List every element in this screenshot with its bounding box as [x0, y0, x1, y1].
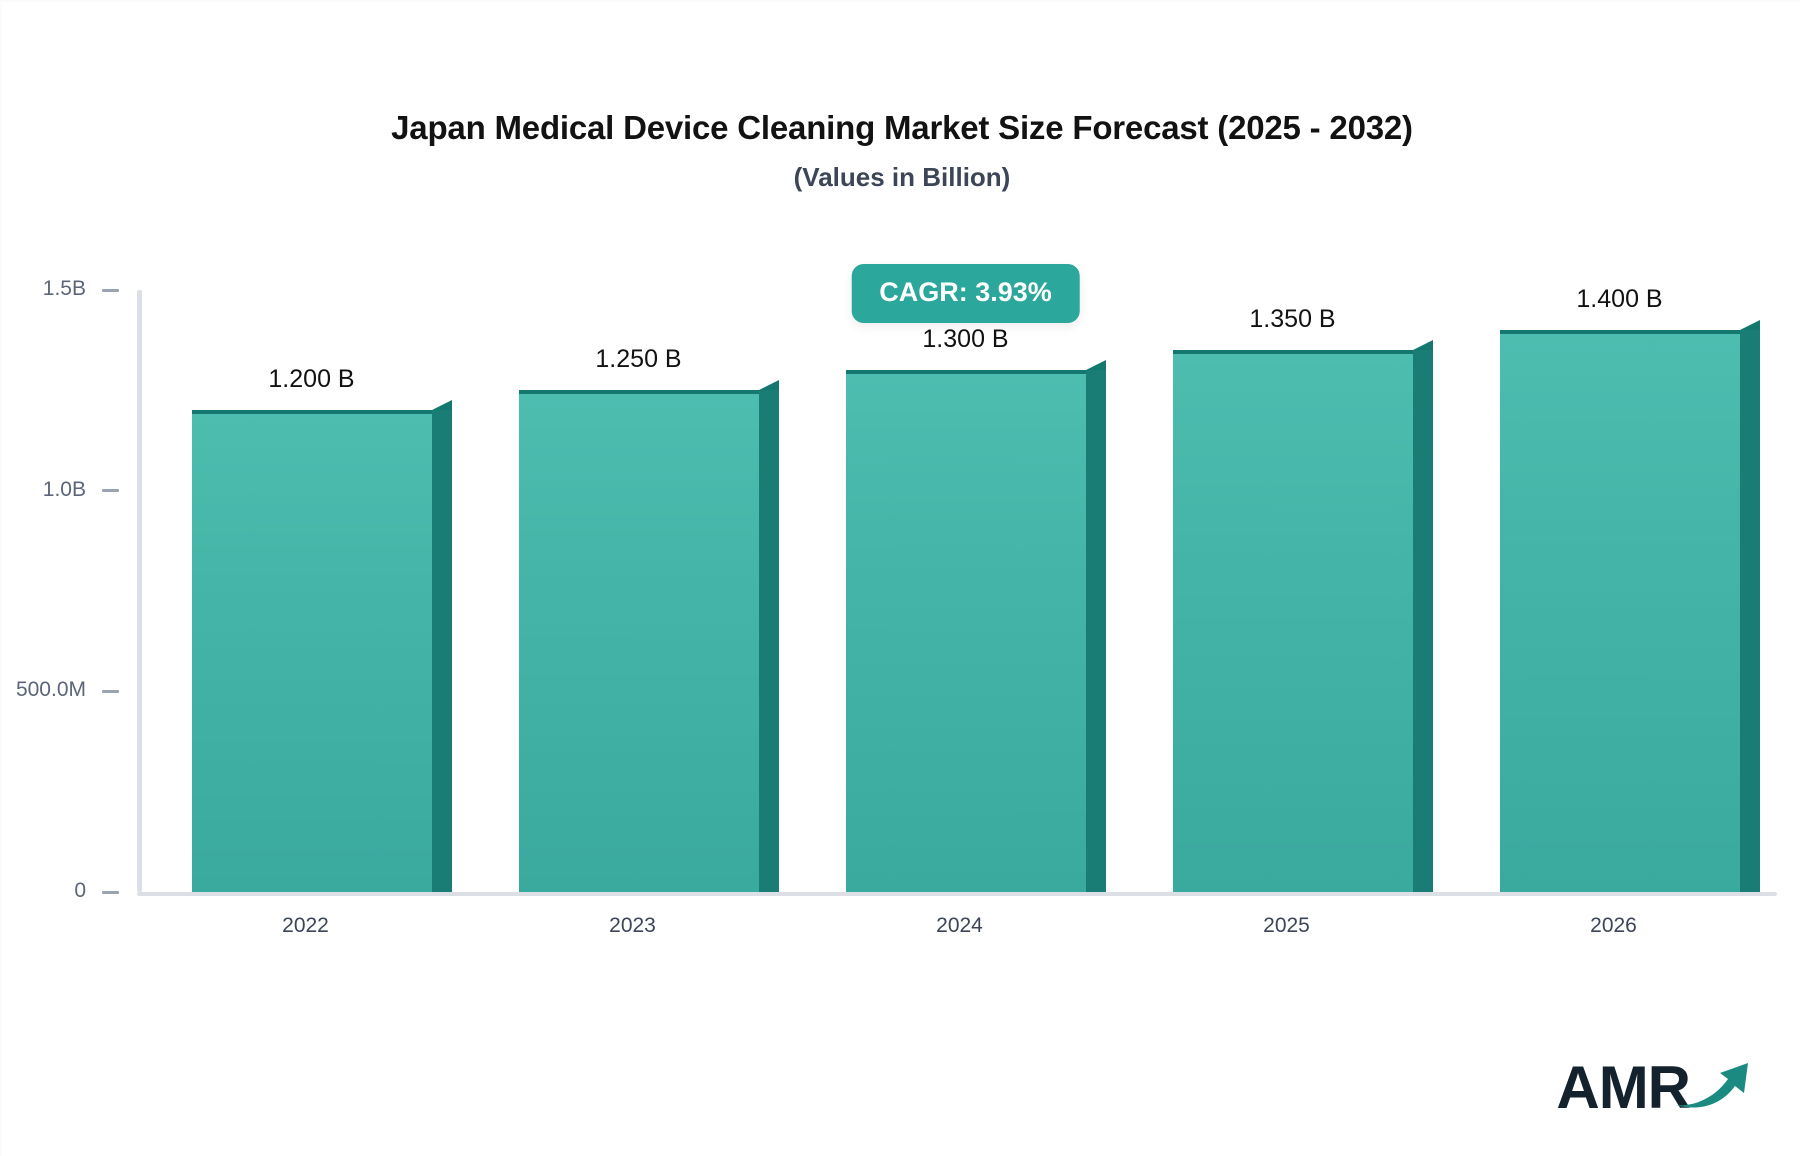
y-axis-tick-label: 1.0B [42, 477, 86, 501]
x-axis-label: 2025 [1263, 914, 1310, 937]
y-axis-tick-label: 1.5B [42, 277, 86, 300]
x-axis-label: 2024 [936, 914, 983, 937]
y-axis-line [137, 290, 142, 892]
chart-title: Japan Medical Device Cleaning Market Siz… [391, 109, 1413, 146]
bar-top-face [1739, 320, 1760, 331]
x-axis-line [137, 892, 1777, 896]
bar-value-label: 1.300 B [922, 325, 1009, 354]
y-axis-tick-mark [102, 689, 119, 693]
bars-layer: 1.200 B 1.250 B 1.300 B 1.350 B 1.400 B [142, 285, 1777, 892]
y-axis-tick-mark [102, 890, 119, 894]
bar-value-label: 1.350 B [1249, 305, 1336, 334]
bar-side-face [1412, 350, 1433, 892]
title-block: Japan Medical Device Cleaning Market Siz… [2, 109, 1800, 193]
bar-side-face [1085, 370, 1106, 892]
bar[interactable] [518, 380, 779, 892]
bar-value-label: 1.400 B [1576, 285, 1663, 314]
bar-slot: 1.200 B [191, 290, 452, 892]
amr-logo-text: AMR [1556, 1054, 1691, 1121]
bar-front-face [518, 390, 759, 892]
bar-slot: 1.300 B [845, 290, 1106, 892]
bar-front-face [191, 410, 432, 892]
x-axis-labels: 2022 2023 2024 2025 2026 [137, 914, 1777, 954]
bar-value-label: 1.200 B [268, 365, 355, 394]
growth-arrow-icon [1674, 1049, 1752, 1116]
amr-logo: AMR [1556, 1040, 1752, 1118]
bar[interactable] [191, 400, 452, 892]
bar-front-face [1499, 330, 1740, 892]
bar-slot: 1.400 B [1499, 285, 1760, 892]
y-axis-tick-mark [102, 288, 119, 292]
bar-side-face [758, 390, 779, 892]
bar-top-face [431, 400, 452, 411]
bar-side-face [1739, 330, 1760, 892]
x-axis-label: 2023 [609, 914, 656, 937]
bar-slot: 1.250 B [518, 290, 779, 892]
bar-top-face [758, 380, 779, 391]
bar-value-label: 1.250 B [595, 345, 682, 374]
bar-top-face [1412, 340, 1433, 351]
bar-slot: 1.350 B [1172, 290, 1433, 892]
x-axis-label: 2026 [1590, 914, 1637, 937]
plot-area: 1.5B 1.0B 500.0M 0 1.200 B 1.250 B 1.300 B 1.3… [16, 277, 1777, 902]
bar-front-face [1172, 350, 1413, 892]
bar-front-face [845, 370, 1086, 892]
y-axis-tick-label: 500.0M [15, 678, 86, 702]
bar-top-face [1085, 360, 1106, 371]
bar[interactable] [1172, 340, 1433, 892]
y-axis-tick-mark [102, 489, 119, 493]
cagr-badge: CAGR: 3.93% [851, 264, 1080, 323]
bar-side-face [431, 410, 452, 892]
bar[interactable] [1499, 320, 1760, 892]
y-axis-tick-label: 0 [74, 879, 86, 902]
x-axis-label: 2022 [282, 914, 329, 937]
chart-subtitle: (Values in Billion) [793, 162, 1011, 193]
bar[interactable] [845, 360, 1106, 892]
